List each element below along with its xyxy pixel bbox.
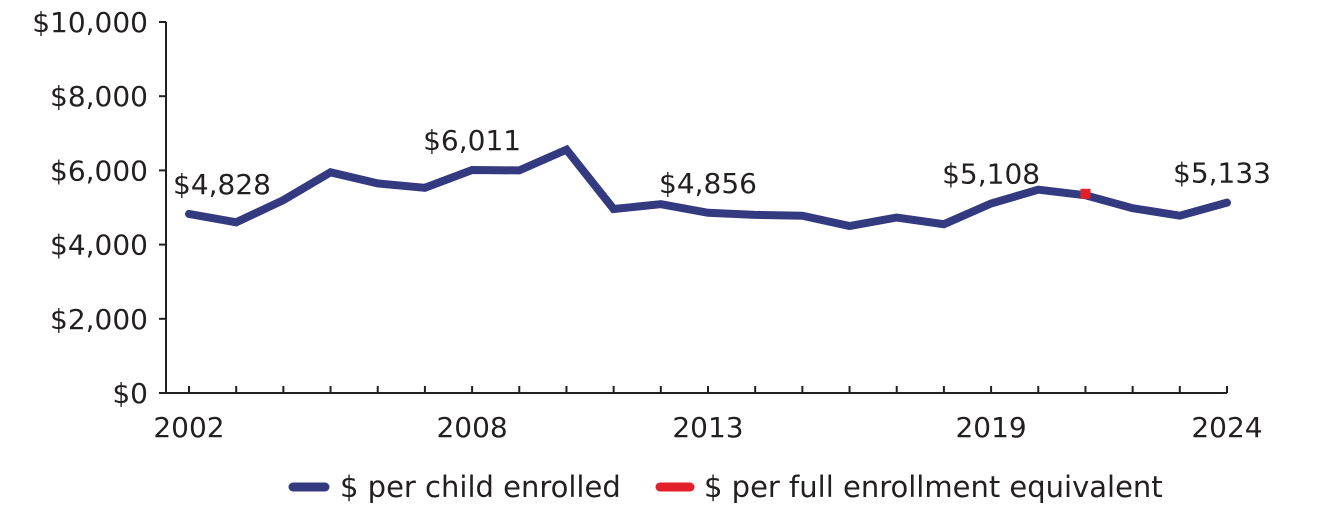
y-tick-label: $0	[112, 377, 148, 410]
y-tick-label: $6,000	[50, 154, 148, 187]
x-axis-ticks: 2002 2008 2013 2019 2024	[153, 386, 1263, 444]
x-tick-label: 2008	[436, 411, 507, 444]
y-tick-label: $4,000	[50, 229, 148, 262]
legend-label-per-full-enrollment-equivalent: $ per full enrollment equivalent	[704, 470, 1163, 504]
data-label: $5,133	[1173, 157, 1271, 190]
y-tick-label: $2,000	[50, 303, 148, 336]
data-label: $6,011	[423, 124, 521, 157]
data-label: $4,856	[659, 167, 757, 200]
axes	[165, 22, 1227, 394]
data-labels: $4,828 $6,011 $4,856 $5,108 $5,133	[173, 124, 1271, 201]
x-tick-label: 2002	[153, 411, 224, 444]
x-tick-label: 2019	[955, 411, 1026, 444]
data-label: $5,108	[942, 157, 1040, 190]
data-label: $4,828	[173, 168, 271, 201]
y-tick-label: $8,000	[50, 80, 148, 113]
y-axis-ticks: $0 $2,000 $4,000 $6,000 $8,000 $10,000	[32, 6, 166, 410]
data-point-full-enrollment-equivalent	[1080, 188, 1091, 199]
y-tick-label: $10,000	[32, 6, 148, 39]
x-tick-label: 2024	[1191, 411, 1262, 444]
series-layer	[185, 144, 1231, 231]
legend: $ per child enrolled $ per full enrollmen…	[288, 470, 1163, 504]
legend-label-per-child-enrolled: $ per child enrolled	[340, 470, 621, 504]
x-tick-label: 2013	[672, 411, 743, 444]
